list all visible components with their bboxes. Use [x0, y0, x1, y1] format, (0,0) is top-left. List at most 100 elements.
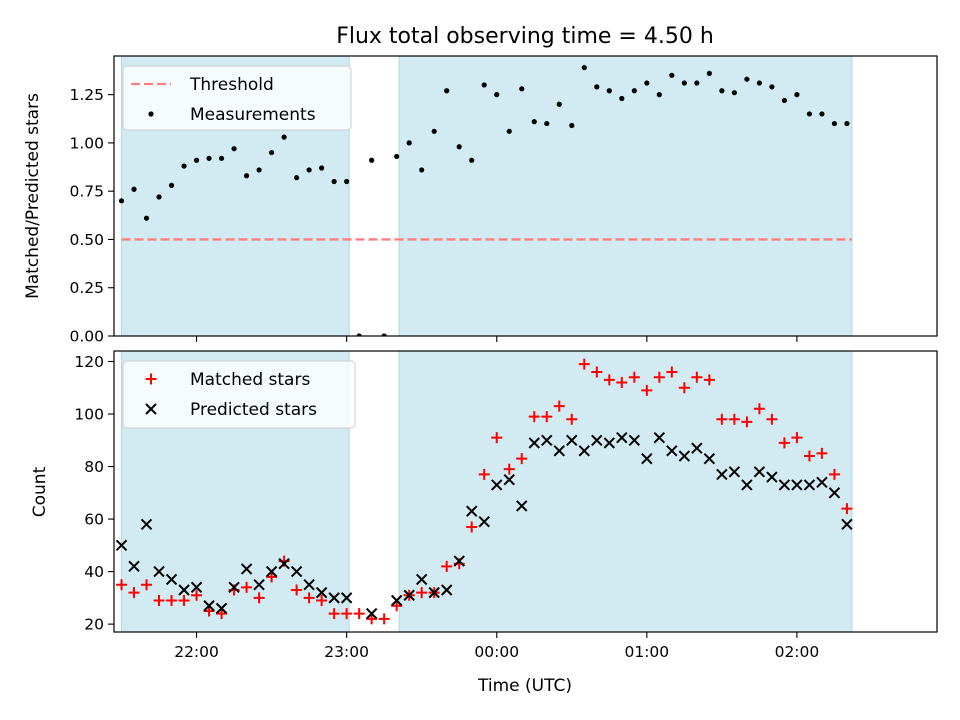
data-point: [378, 613, 390, 625]
data-point: [268, 149, 275, 156]
data-point: [844, 120, 850, 127]
data-point: [616, 377, 628, 389]
data-point: [741, 416, 753, 428]
data-point: [766, 413, 778, 425]
data-point: [341, 608, 353, 620]
data-point: [516, 500, 528, 512]
data-point: [691, 442, 703, 454]
top-y-axis: 0.00 0.25 0.50 0.75 1.00 1.25: [69, 86, 114, 346]
bottom-plot-area: [115, 358, 853, 625]
data-point: [603, 374, 615, 386]
data-point: [694, 80, 700, 86]
data-point: [303, 579, 315, 591]
legend-label: Matched stars: [190, 370, 310, 390]
y-tick-label: 40: [84, 563, 104, 581]
data-point: [569, 122, 575, 129]
data-point: [641, 452, 653, 465]
y-tick-label: 0.50: [69, 231, 104, 249]
x-tick-label: 00:00: [474, 643, 519, 661]
data-point: [491, 432, 503, 444]
data-point: [819, 111, 825, 117]
data-point: [366, 613, 378, 625]
data-point: [328, 592, 340, 604]
data-point: [178, 584, 190, 596]
data-point: [153, 594, 165, 606]
data-point: [390, 594, 403, 607]
data-point: [728, 413, 740, 425]
data-point: [778, 479, 791, 491]
data-point: [478, 468, 490, 480]
data-point: [466, 521, 478, 533]
data-point: [191, 589, 203, 601]
data-point: [691, 371, 703, 383]
data-point: [803, 479, 816, 491]
data-point: [756, 80, 762, 86]
data-point: [703, 374, 715, 386]
data-point: [128, 587, 140, 599]
y-tick-label: 0.25: [69, 279, 104, 297]
data-point: [469, 157, 475, 163]
data-point: [681, 80, 687, 86]
y-tick-label: 20: [84, 616, 104, 634]
y-tick-label: 1.25: [69, 86, 104, 104]
legend-swatch: [148, 111, 154, 117]
data-point: [678, 382, 690, 394]
data-point: [141, 579, 153, 591]
data-point: [356, 333, 362, 336]
bottom-legend: Matched stars Predicted stars: [122, 360, 356, 429]
data-point: [331, 178, 337, 185]
data-point: [791, 432, 803, 444]
data-point: [216, 608, 228, 620]
data-point: [553, 445, 565, 457]
bottom-y-axis-label: Count: [30, 466, 50, 517]
data-point: [566, 413, 578, 425]
data-point: [628, 434, 641, 446]
data-point: [116, 579, 128, 591]
data-point: [706, 70, 712, 76]
data-point: [503, 473, 515, 486]
bottom-panel: 20 40 60 80 100 120 22:00 23:00 00:00 01:00 02:00…: [30, 350, 938, 696]
data-point: [553, 400, 565, 412]
data-point: [193, 157, 200, 163]
data-point: [478, 515, 490, 528]
legend-swatch: [145, 373, 157, 385]
data-point: [231, 146, 237, 152]
data-point: [353, 608, 365, 620]
data-point: [140, 518, 153, 531]
shaded-interval: [398, 350, 853, 633]
data-point: [131, 186, 137, 192]
data-point: [678, 450, 691, 462]
x-tick-label: 23:00: [324, 643, 369, 661]
data-point: [243, 173, 250, 179]
chart-title: Flux total observing time = 4.50 h: [336, 24, 714, 49]
data-point: [506, 128, 512, 134]
data-point: [156, 194, 162, 200]
data-point: [228, 581, 240, 594]
data-point: [266, 571, 278, 583]
data-point: [369, 157, 375, 163]
data-point: [415, 573, 428, 586]
data-point: [431, 128, 437, 134]
data-point: [516, 453, 528, 465]
data-point: [143, 215, 150, 221]
legend-label: Threshold: [189, 75, 274, 95]
data-point: [265, 565, 278, 578]
data-point: [528, 437, 540, 449]
data-point: [291, 584, 303, 596]
data-point: [828, 487, 841, 499]
data-point: [294, 175, 300, 181]
data-point: [841, 503, 853, 515]
data-point: [619, 95, 625, 102]
data-point: [168, 182, 175, 188]
data-point: [744, 76, 750, 82]
data-point: [544, 120, 550, 127]
data-point: [616, 431, 628, 444]
data-point: [778, 437, 790, 449]
y-tick-label: 1.00: [69, 134, 104, 152]
data-point: [803, 450, 815, 462]
top-plot-area: [118, 64, 852, 336]
data-point: [181, 163, 187, 169]
shaded-interval: [398, 55, 853, 337]
data-point: [218, 155, 225, 161]
